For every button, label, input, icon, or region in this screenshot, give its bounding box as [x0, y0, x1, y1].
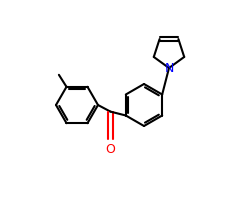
- Text: O: O: [105, 143, 115, 156]
- Text: N: N: [164, 62, 174, 74]
